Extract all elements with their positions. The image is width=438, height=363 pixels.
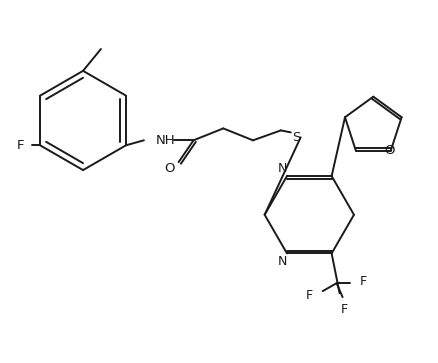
Text: F: F <box>17 139 24 152</box>
Text: N: N <box>277 162 286 175</box>
Text: F: F <box>306 289 313 302</box>
Text: S: S <box>292 131 300 144</box>
Text: F: F <box>359 275 366 288</box>
Text: NH: NH <box>155 134 175 147</box>
Text: F: F <box>340 303 347 317</box>
Text: N: N <box>277 255 286 268</box>
Text: O: O <box>383 144 393 157</box>
Text: O: O <box>164 162 174 175</box>
